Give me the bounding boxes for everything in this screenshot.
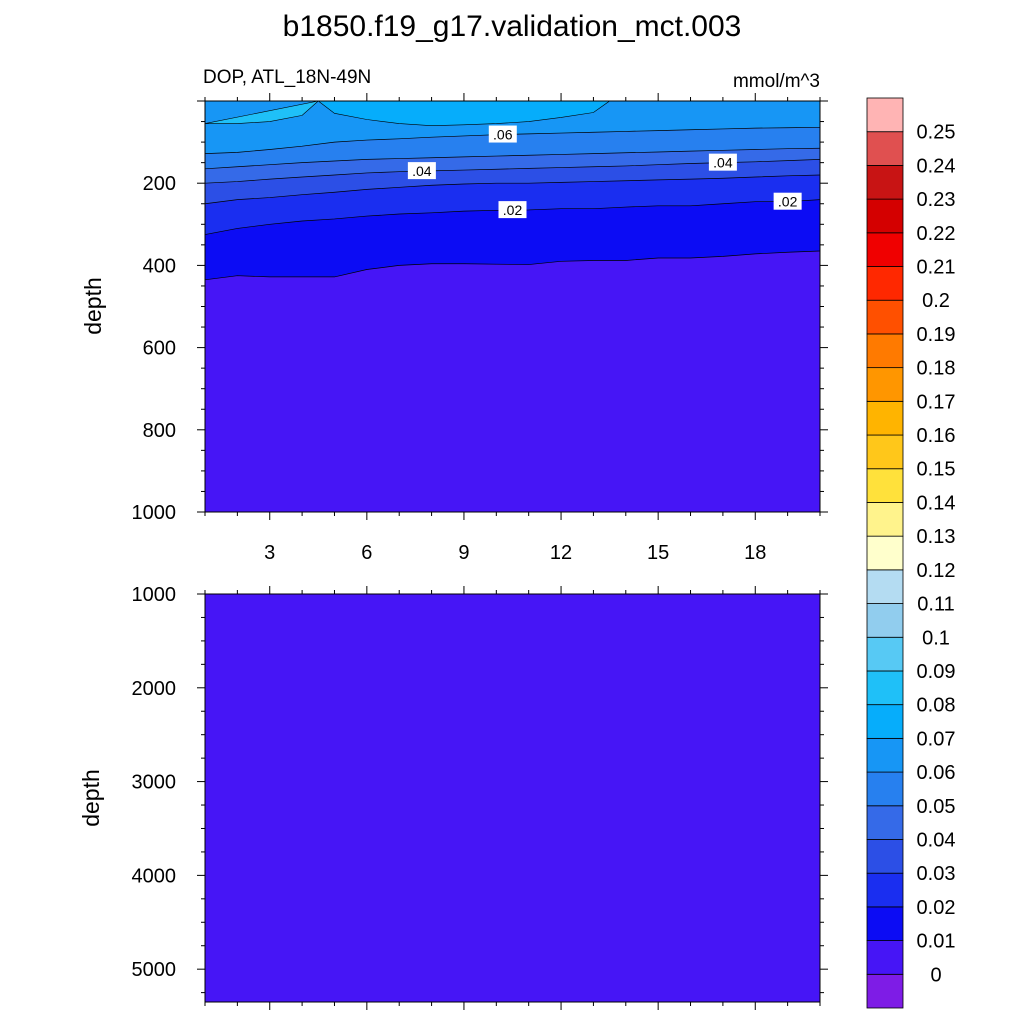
colorbar-swatch [866,502,904,537]
y-tick-label: 1000 [132,584,177,606]
contour-label: .04 [407,162,436,180]
contour-label-text: .04 [713,155,733,171]
colorbar-label: 0.02 [917,897,956,919]
colorbar-label: 0.14 [917,492,956,514]
colorbar-swatch [866,906,904,941]
colorbar-swatch [866,367,904,402]
colorbar-label: 0.06 [917,762,956,784]
x-tick-label: 6 [361,542,372,564]
contour-line-0.01 [204,250,821,281]
lower-contour-panel: 1000 2000 3000 4000 5000 [132,584,828,1010]
colorbar-label: 0.18 [917,358,956,380]
colorbar-swatch [866,839,904,874]
colorbar-swatch [866,165,904,200]
colorbar-label: 0.2 [922,290,950,312]
colorbar: 0 0.01 0.02 0.03 0.04 0.05 0.06 0.07 0.08 0.09 0.1… [866,97,956,1009]
y-tick-label: 5000 [132,959,177,981]
x-tick-label: 18 [744,542,766,564]
colorbar-swatch [866,131,904,166]
colorbar-label: 0.11 [917,594,954,616]
upper-panel-units: mmol/m^3 [733,71,820,92]
colorbar-swatch [866,333,904,369]
upper-contour-panel: .06 .04 .04 .02 .02 200 400 600 800 1000 3 6 9 12 15 18 [132,93,828,564]
lower-background-fill [204,593,821,1003]
colorbar-label: 0.08 [917,695,956,717]
contour-line-0.05 [204,147,821,170]
surface-patch-0.07 [317,100,611,126]
colorbar-swatch [866,569,904,604]
colorbar-label: 0.1 [922,627,950,649]
contour-label: .02 [773,192,802,210]
surface-patch-0.08 [204,100,320,124]
colorbar-label: 0.21 [917,257,956,279]
colorbar-swatch [866,737,904,773]
colorbar-swatch [866,872,904,908]
contour-label-text: .02 [503,202,523,218]
x-tick-label: 9 [458,542,469,564]
colorbar-swatch [866,704,904,739]
y-tick-label: 600 [143,338,176,360]
colorbar-label: 0.16 [917,425,956,447]
colorbar-swatch [866,805,904,840]
colorbar-swatch [866,636,904,672]
colorbar-label: 0.04 [917,829,956,851]
y-tick-label: 2000 [132,678,177,700]
contour-line-0.03 [204,174,821,205]
colorbar-label: 0.03 [917,863,956,885]
colorbar-label: 0.13 [917,526,956,548]
upper-y-axis-label: depth [80,277,106,335]
colorbar-swatch [866,299,904,335]
x-tick-label: 15 [647,542,669,564]
colorbar-swatch [866,973,904,1009]
contour-label-text: .06 [493,127,513,143]
colorbar-swatch [866,670,904,706]
colorbar-label: 0.19 [917,324,956,346]
contour-label: .06 [488,125,517,143]
colorbar-label: 0.09 [917,661,956,683]
colorbar-label: 0.17 [917,391,956,413]
colorbar-label: 0.01 [917,931,956,953]
y-tick-label: 4000 [132,865,177,887]
colorbar-swatch [866,468,904,503]
colorbar-swatch [866,232,904,267]
colorbar-swatch [866,434,904,470]
colorbar-label: 0.15 [917,459,956,481]
y-tick-label: 800 [143,420,176,442]
colorbar-label: 0.05 [917,796,956,818]
colorbar-label: 0.22 [917,223,956,245]
colorbar-label: 0.25 [917,122,956,144]
x-tick-label: 12 [550,542,572,564]
figure-title: b1850.f19_g17.validation_mct.003 [283,10,742,43]
colorbar-swatch [866,97,904,133]
y-tick-label: 200 [143,173,176,195]
colorbar-label: 0.12 [917,560,956,582]
x-tick-label: 3 [264,542,275,564]
contour-label-text: .02 [778,194,798,210]
y-tick-label: 1000 [132,502,177,524]
colorbar-swatch [866,198,904,234]
colorbar-swatch [866,266,904,301]
y-tick-label: 3000 [132,772,177,794]
colorbar-label: 0.23 [917,189,956,211]
colorbar-label: 0 [930,964,941,986]
colorbar-swatch [866,603,904,638]
upper-panel-title: DOP, ATL_18N-49N [203,67,371,88]
contour-label: .04 [708,153,737,171]
colorbar-label: 0.24 [917,155,956,177]
colorbar-swatch [866,771,904,807]
lower-y-axis-label: depth [78,769,104,827]
colorbar-swatch [866,400,904,436]
colorbar-label: 0.07 [917,728,956,750]
contour-label-text: .04 [412,163,432,179]
y-tick-label: 400 [143,255,176,277]
contour-label: .02 [498,201,527,219]
colorbar-swatch [866,535,904,571]
colorbar-swatch [866,940,904,975]
